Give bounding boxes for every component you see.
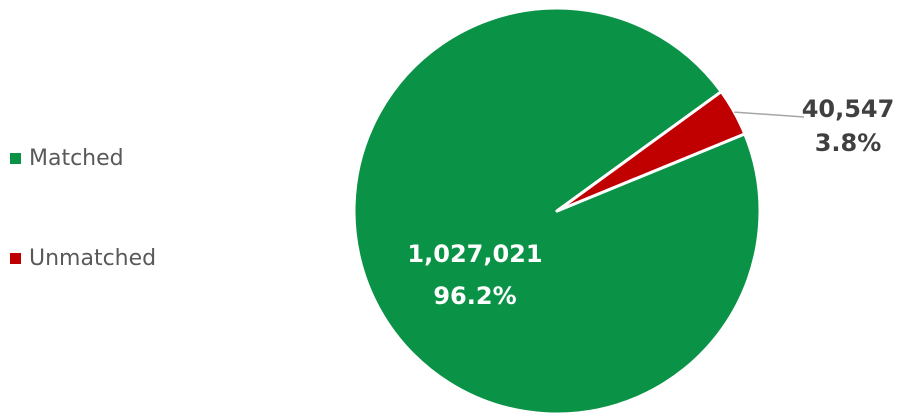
- legend-label-matched: Matched: [29, 145, 124, 171]
- pie-slices: [352, 6, 762, 413]
- data-label-unmatched-percent: 3.8%: [815, 129, 882, 157]
- data-label-unmatched-value: 40,547: [802, 95, 895, 123]
- leader-line-unmatched: [734, 111, 805, 118]
- data-label-matched-percent: 96.2%: [433, 282, 516, 310]
- legend-label-unmatched: Unmatched: [29, 245, 157, 271]
- legend-swatch-unmatched: [10, 252, 21, 264]
- legend-item-matched: Matched: [10, 140, 156, 176]
- legend-item-unmatched: Unmatched: [10, 240, 156, 276]
- chart-legend: Matched Unmatched: [10, 140, 156, 340]
- data-label-matched-value: 1,027,021: [407, 240, 542, 268]
- legend-swatch-matched: [10, 152, 21, 164]
- pie-slice-unmatched: [555, 90, 747, 213]
